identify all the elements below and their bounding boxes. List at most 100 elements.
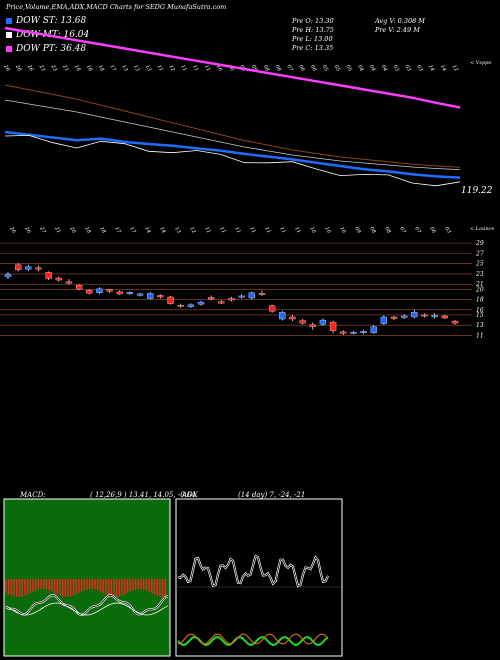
date-label-bottom: 09 [353,226,362,235]
date-label-bottom: 10 [308,226,317,235]
date-label-bottom: 20 [68,225,77,235]
macd-title: MACD: [20,491,46,499]
price-axis-label: 20 [475,286,484,293]
price-axis-label: 18 [476,297,484,304]
price-axis-label: 23 [475,271,484,278]
date-label-top: 06 [297,64,306,73]
date-label-bottom: 11 [203,226,211,235]
macd-signal-line [5,602,169,616]
legend-swatch-mt [6,32,12,38]
legend-dow-st: DOW ST: 13.68 [6,16,86,26]
date-label-bottom: 18 [98,226,106,235]
date-label-bottom: 11 [233,226,241,235]
date-label-bottom: 11 [248,226,256,235]
date-label-bottom: 14 [158,226,166,235]
date-label-top: 12 [167,64,175,73]
candle-body [35,267,42,270]
candle-body [350,332,357,334]
date-label-top: 05 [344,64,352,73]
candle-body [451,320,459,324]
candle-body [208,297,215,300]
date-label-top: 05 [333,64,341,73]
date-label-top: 10 [215,64,224,73]
candle-body [65,281,73,284]
date-label-top: 12 [451,64,459,73]
date-label-bottom: 10 [338,226,347,235]
legend-label-pt: DOW PT: 36.48 [16,44,87,54]
legend-swatch-pt [6,46,12,52]
date-label-top: 18 [73,64,81,73]
price-axis-label: 27 [475,250,484,257]
date-label-top: 09 [250,64,259,73]
date-label-top: 06 [309,64,318,73]
candle-body [329,321,337,331]
date-label-bottom: 06 [428,226,437,235]
date-label-top: 13 [144,64,152,73]
date-label-bottom: 11 [218,226,226,235]
date-label-bottom: 10 [323,226,332,235]
date-label-bottom: 07 [413,226,422,235]
date-label-top: 17 [108,64,117,73]
candle-body [228,298,235,301]
date-label-top: 07 [285,64,294,73]
candle-body [126,292,134,295]
candle-body [319,319,327,325]
candle-body [197,301,205,305]
adx-line-inner [177,555,329,587]
candle-body [289,316,296,320]
candle-body [96,288,103,294]
date-label-top: 11 [156,64,164,73]
volume-value: Pre V: 2.49 M [375,26,420,34]
date-label-top: 11 [179,64,187,73]
date-label-bottom: 26 [23,225,32,235]
candle-body [380,316,388,324]
price-axis-label: 21 [475,281,484,288]
candle-body [177,305,184,307]
date-label-top: 23 [37,63,46,72]
date-label-bottom: 18 [83,226,91,235]
date-label-top: 03 [415,64,423,73]
candle-body [25,266,32,270]
candle-body [15,264,22,270]
date-label-top: 14 [439,64,447,73]
candle-body [258,293,266,295]
candle-body [401,315,408,318]
minus-di-line [177,633,329,645]
chart-title: Price,Volume,EMA,ADX,MACD Charts for SED… [6,3,227,11]
candle-body [411,312,418,318]
candle-body [106,289,113,292]
price-axis-label: 16 [476,307,484,314]
date-label-top: 21 [61,63,70,72]
candle-body [157,295,164,298]
date-label-top: 03 [403,64,411,73]
price-axis-label: 25 [475,261,484,268]
date-label-bottom: 14 [143,226,151,235]
avg-volume-value: Avg V: 0.308 M [375,17,425,25]
date-label-bottom: 13 [173,226,181,235]
date-label-bottom: 07 [398,226,407,235]
candle-body [421,314,428,317]
candle-body [167,296,174,304]
date-label-bottom: 27 [38,225,47,235]
date-label-top: 23 [49,63,58,72]
candle-body [268,305,276,312]
candle-body [86,290,93,294]
price-axis-label: 15 [476,312,484,319]
adx-title: ADX [182,491,198,499]
legend-dow-pt: DOW PT: 36.48 [6,44,86,54]
date-label-top: 13 [132,64,140,73]
date-label-top: 11 [191,64,199,73]
date-label-top: 13 [120,64,128,73]
date-label-top: 08 [262,64,270,73]
date-label-bottom: 17 [113,226,122,235]
price-axis-label: 13 [476,322,484,329]
candle-panel-tag: < Lounce [470,226,495,232]
candle-body [55,277,62,281]
date-label-top: 18 [97,64,105,73]
candle-body [360,331,367,334]
date-label-top: 08 [274,64,282,73]
candle-body [299,320,306,324]
date-label-bottom: 17 [128,226,137,235]
